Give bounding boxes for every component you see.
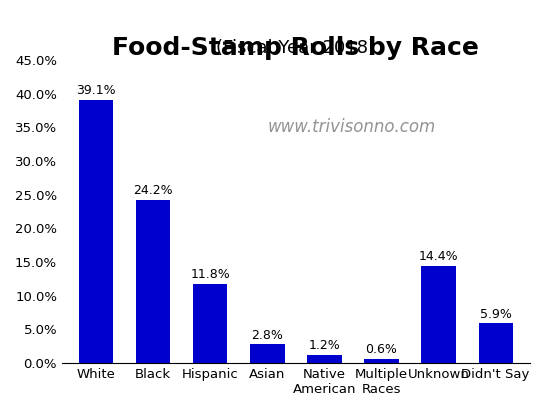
Text: 24.2%: 24.2% <box>134 185 173 197</box>
Text: 14.4%: 14.4% <box>419 250 459 263</box>
Text: 5.9%: 5.9% <box>480 308 512 321</box>
Bar <box>364 359 398 363</box>
Bar <box>421 266 456 363</box>
Text: (Fiscal Year 2018): (Fiscal Year 2018) <box>216 39 375 57</box>
Text: 1.2%: 1.2% <box>309 339 340 352</box>
Bar <box>250 344 284 363</box>
Text: 39.1%: 39.1% <box>76 84 116 97</box>
Bar <box>307 355 341 363</box>
Bar <box>478 323 513 363</box>
Text: 11.8%: 11.8% <box>191 268 230 281</box>
Bar <box>136 200 170 363</box>
Bar <box>79 100 113 363</box>
Bar <box>193 284 227 363</box>
Text: 2.8%: 2.8% <box>252 328 283 342</box>
Text: 0.6%: 0.6% <box>366 344 397 356</box>
Text: www.trivisonno.com: www.trivisonno.com <box>268 118 436 136</box>
Title: Food-Stamp Rolls by Race: Food-Stamp Rolls by Race <box>112 35 480 60</box>
